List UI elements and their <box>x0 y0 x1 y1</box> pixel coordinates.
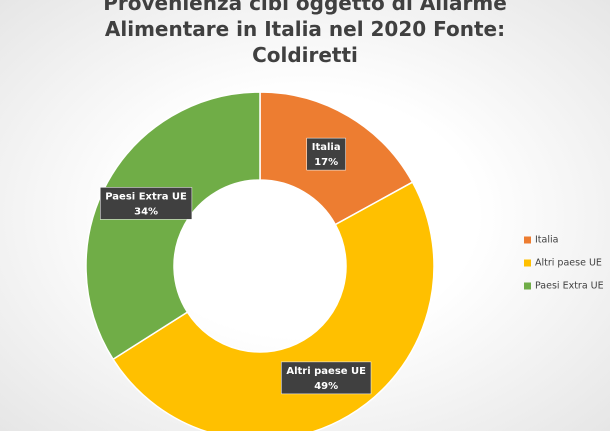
data-label-box <box>281 361 372 395</box>
legend-label: Paesi Extra UE <box>535 281 604 292</box>
legend-label: Altri paese UE <box>535 258 602 269</box>
legend-swatch <box>524 282 531 290</box>
data-label-name: Altri paese UE <box>286 366 366 377</box>
legend-swatch <box>524 259 531 267</box>
chart-title: Provenienza cibi oggetto di Allarme Alim… <box>103 0 507 67</box>
data-label-box <box>100 187 193 220</box>
data-label-value: 49% <box>314 381 338 392</box>
data-label-name: Italia <box>312 142 341 153</box>
data-label-value: 34% <box>134 206 158 217</box>
data-label: Altri paese UE 49% <box>281 361 372 395</box>
legend-label: Italia <box>535 235 558 246</box>
data-label: Italia 17% <box>306 137 346 171</box>
data-label-box <box>306 137 346 171</box>
donut-slice <box>85 91 261 361</box>
data-label-value: 17% <box>314 157 338 168</box>
data-label: Paesi Extra UE 34% <box>100 187 193 220</box>
data-label-name: Paesi Extra UE <box>105 191 187 202</box>
legend-swatch <box>524 236 531 244</box>
